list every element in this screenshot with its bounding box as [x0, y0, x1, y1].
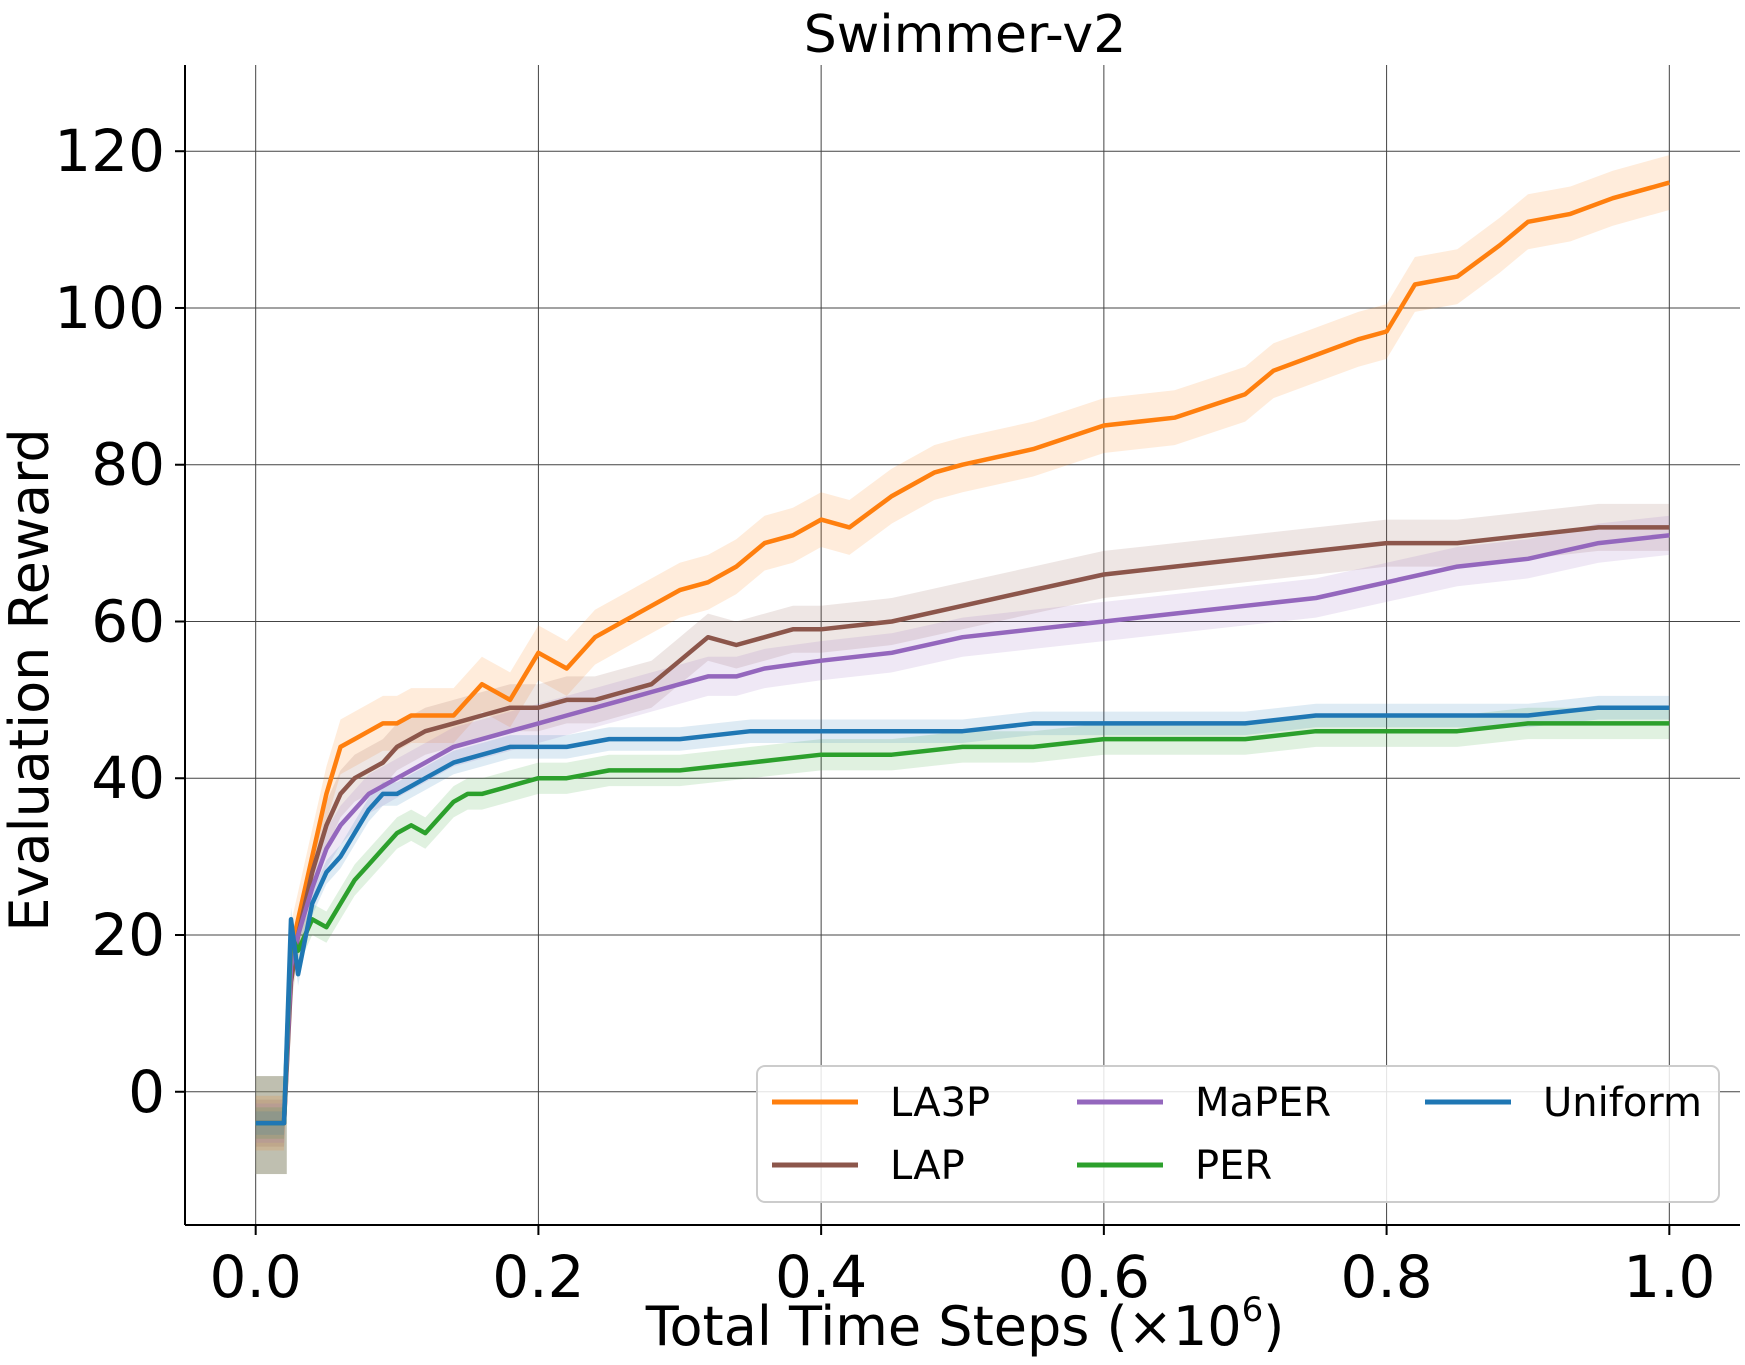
- y-tick-label: 60: [91, 587, 165, 655]
- x-tick-label: 0.6: [1058, 1243, 1150, 1311]
- y-ticks: 0 20 40 60 80 100 120: [54, 117, 185, 1126]
- line-per: [255, 721, 1670, 1126]
- axes: [184, 65, 1740, 1226]
- y-tick-label: 100: [54, 274, 165, 342]
- line-la3p: [255, 180, 1670, 1126]
- y-tick-label: 20: [91, 901, 165, 969]
- y-tick-label: 0: [128, 1058, 165, 1126]
- line-lap: [255, 525, 1670, 1126]
- legend-item-la3p: LA3P: [772, 1080, 990, 1126]
- line-maper: [255, 533, 1670, 1126]
- line-uniform: [255, 705, 1670, 1126]
- y-tick-label: 80: [91, 431, 165, 499]
- x-tick-label: 0.0: [210, 1243, 302, 1311]
- legend-item-maper: MaPER: [1077, 1080, 1331, 1126]
- legend-label: MaPER: [1195, 1080, 1331, 1126]
- x-axis-label-text: Total Time Steps (×10: [645, 1295, 1242, 1358]
- legend-label: LA3P: [890, 1080, 990, 1126]
- legend-item-lap: LAP: [772, 1143, 965, 1189]
- legend-label: PER: [1195, 1143, 1272, 1189]
- x-axis-label-suffix: ): [1263, 1295, 1284, 1358]
- legend-item-per: PER: [1077, 1143, 1272, 1189]
- x-axis-label-exponent: 6: [1242, 1290, 1264, 1330]
- legend: LA3P LAP MaPER PER Uniform: [756, 1065, 1720, 1203]
- x-ticks: 0.0 0.2 0.4 0.6 0.8 1.0: [210, 1225, 1715, 1311]
- series-lines: [255, 180, 1670, 1126]
- y-tick-label: 40: [91, 744, 165, 812]
- y-axis-label: Evaluation Reward: [0, 428, 61, 931]
- x-tick-label: 0.2: [492, 1243, 584, 1311]
- legend-label: LAP: [890, 1143, 965, 1189]
- band-maper: [255, 515, 1670, 1143]
- x-axis-label: Total Time Steps (×106): [645, 1290, 1285, 1358]
- x-tick-label: 0.8: [1340, 1243, 1432, 1311]
- y-tick-label: 120: [54, 117, 165, 185]
- x-tick-label: 1.0: [1623, 1243, 1715, 1311]
- x-tick-label: 0.4: [775, 1243, 867, 1311]
- legend-label: Uniform: [1543, 1080, 1702, 1126]
- legend-item-uniform: Uniform: [1425, 1080, 1702, 1126]
- chart-title: Swimmer-v2: [804, 5, 1127, 65]
